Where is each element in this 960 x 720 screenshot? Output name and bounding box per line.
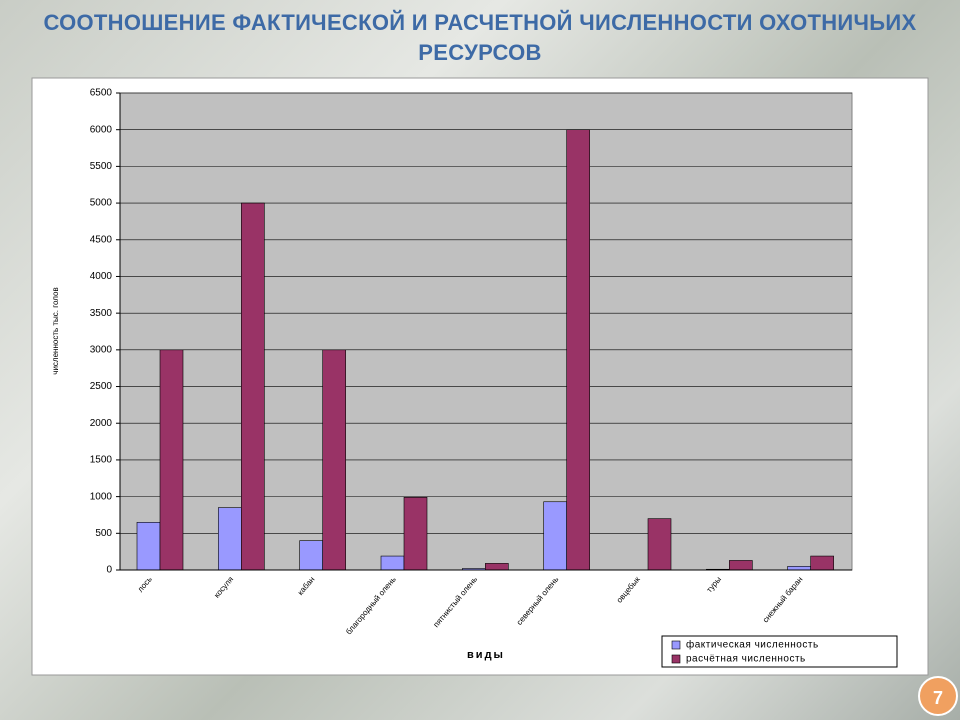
y-tick-label: 1500: [90, 455, 113, 466]
y-tick-label: 5000: [90, 198, 113, 209]
legend-label: расчётная численность: [686, 654, 806, 665]
y-tick-label: 1000: [90, 491, 113, 502]
y-tick-label: 0: [106, 565, 112, 576]
legend-swatch: [671, 654, 681, 664]
y-tick-label: 5500: [90, 161, 113, 172]
legend: [661, 635, 898, 668]
y-tick-label: 2000: [90, 418, 113, 429]
x-axis-label: виды: [467, 649, 505, 661]
bar: [787, 566, 811, 571]
y-tick-label: 4000: [90, 271, 113, 282]
bar: [136, 521, 161, 571]
bar: [810, 555, 834, 571]
y-tick-label: 6500: [90, 88, 113, 99]
bar: [380, 555, 405, 571]
slide-title: СООТНОШЕНИЕ ФАКТИЧЕСКОЙ И РАСЧЕТНОЙ ЧИСЛ…: [43, 10, 917, 65]
legend-label: фактическая численность: [686, 639, 819, 651]
y-tick-label: 3000: [90, 344, 113, 355]
y-tick-label: 2500: [90, 381, 113, 392]
y-tick-label: 6000: [90, 124, 113, 135]
y-tick-label: 500: [95, 528, 112, 539]
y-tick-label: 3500: [90, 308, 113, 319]
bar: [485, 563, 509, 571]
page-number: 7: [918, 676, 958, 716]
bar: [299, 540, 323, 571]
bar: [729, 560, 753, 571]
bar: [159, 349, 184, 571]
y-tick-label: 4500: [90, 234, 113, 245]
bar: [543, 501, 567, 571]
bar: [647, 518, 672, 571]
legend-swatch: [671, 640, 681, 650]
y-axis-label: численность тыс. голов: [51, 287, 60, 374]
bar: [218, 507, 242, 571]
bar: [566, 129, 590, 571]
bar: [241, 202, 265, 571]
bar: [403, 497, 428, 571]
bar: [322, 349, 346, 571]
plot-area: [119, 92, 853, 571]
